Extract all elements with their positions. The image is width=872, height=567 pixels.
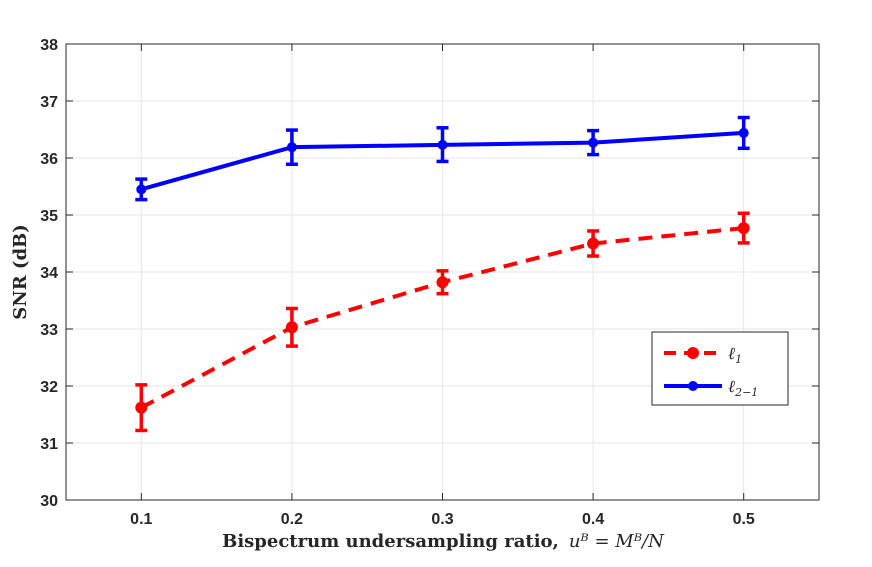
y-tick-label: 38 [40,37,58,54]
x-axis-title-math: uᴮ = Mᴮ/N [569,531,665,552]
series-1 [135,115,750,202]
y-tick-label: 36 [40,151,58,168]
data-point [588,137,599,148]
y-tick-label: 34 [40,265,58,282]
data-point [738,127,749,138]
legend-label-sub: 1 [735,353,742,366]
y-tick-label: 37 [40,94,58,111]
x-axis-title: Bispectrum undersampling ratio, uᴮ = Mᴮ/… [222,531,665,552]
x-tick-label: 0.1 [130,511,152,528]
x-tick-label: 0.2 [281,511,303,528]
y-axis-title: SNR (dB) [10,224,31,320]
legend-label-main: ℓ [728,344,735,364]
legend-label: ℓ2−1 [728,377,758,399]
series-0 [135,211,750,433]
data-point [136,184,147,195]
legend-label-sub: 2−1 [734,386,758,399]
x-axis-title-text: Bispectrum undersampling ratio, [222,531,559,552]
data-point [587,237,600,250]
data-point [135,401,148,414]
axis-ticks: 0.1 0.2 0.3 0.4 0.5 30 31 32 33 34 35 36 37 38 [40,37,819,528]
legend-item-0: ℓ1 [664,344,742,366]
y-tick-label: 30 [40,493,58,510]
legend-marker [688,381,698,391]
data-point [737,222,750,235]
data-point [436,276,449,289]
legend-item-1: ℓ2−1 [664,377,758,399]
data-point [285,321,298,334]
data-point [437,139,448,150]
x-tick-label: 0.4 [582,511,604,528]
y-tick-label: 33 [40,322,58,339]
legend-box [651,331,789,406]
x-tick-label: 0.5 [733,511,755,528]
data-point [286,142,297,153]
x-tick-label: 0.3 [431,511,453,528]
y-tick-label: 31 [40,436,58,453]
data-series [135,115,750,433]
y-tick-label: 35 [40,208,58,225]
y-tick-label: 32 [40,379,58,396]
legend-label: ℓ1 [728,344,742,366]
legend-marker [687,347,699,359]
legend-label-main: ℓ [728,377,735,397]
